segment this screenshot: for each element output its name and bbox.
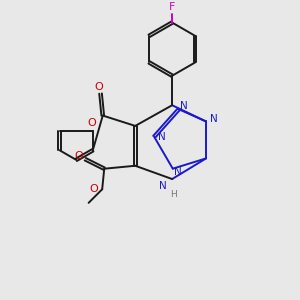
Text: O: O bbox=[89, 184, 98, 194]
Text: N: N bbox=[211, 113, 218, 124]
Text: O: O bbox=[74, 151, 83, 161]
Text: F: F bbox=[169, 2, 175, 12]
Text: O: O bbox=[95, 82, 103, 92]
Text: O: O bbox=[88, 118, 97, 128]
Text: N: N bbox=[158, 132, 165, 142]
Text: N: N bbox=[174, 167, 182, 177]
Text: H: H bbox=[170, 190, 177, 199]
Text: N: N bbox=[159, 182, 167, 191]
Text: N: N bbox=[180, 101, 188, 111]
